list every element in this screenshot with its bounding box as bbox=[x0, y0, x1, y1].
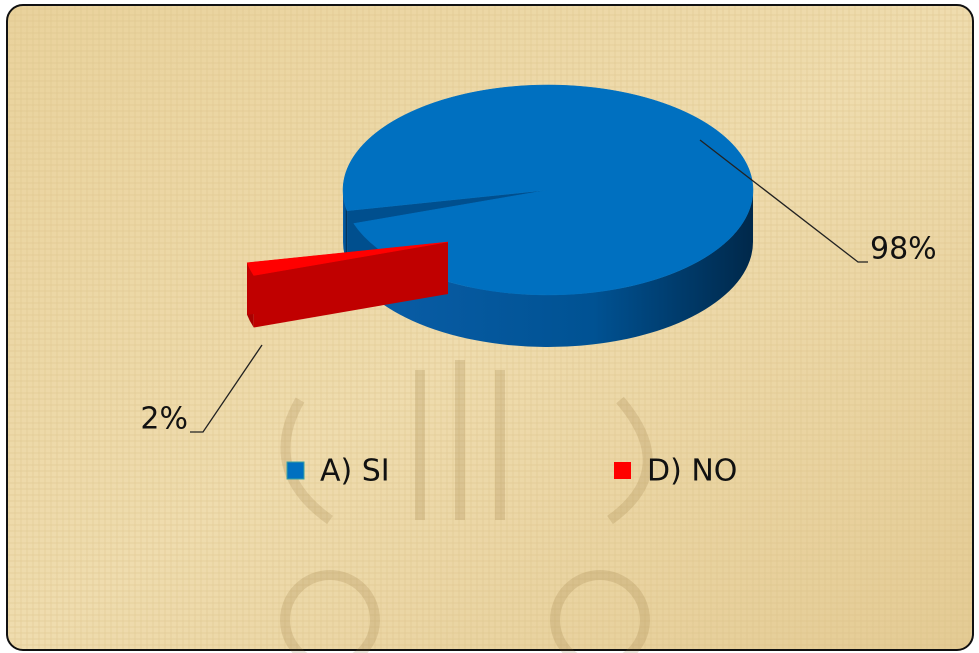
pie bbox=[246, 84, 754, 348]
slice-side bbox=[353, 190, 753, 348]
leader-line bbox=[190, 344, 263, 433]
legend-swatch bbox=[614, 462, 631, 479]
slice bbox=[246, 241, 449, 328]
legend-swatch bbox=[286, 461, 305, 480]
legend-label: D) NO bbox=[647, 454, 737, 489]
leader-line bbox=[699, 139, 868, 263]
data-label: 98% bbox=[870, 232, 937, 267]
slice-top bbox=[246, 241, 449, 276]
legend-label: A) SI bbox=[320, 454, 390, 489]
data-label: 2% bbox=[140, 402, 188, 437]
slice bbox=[342, 84, 754, 348]
labels: 98% 2% A) SI D) NO bbox=[140, 139, 937, 489]
